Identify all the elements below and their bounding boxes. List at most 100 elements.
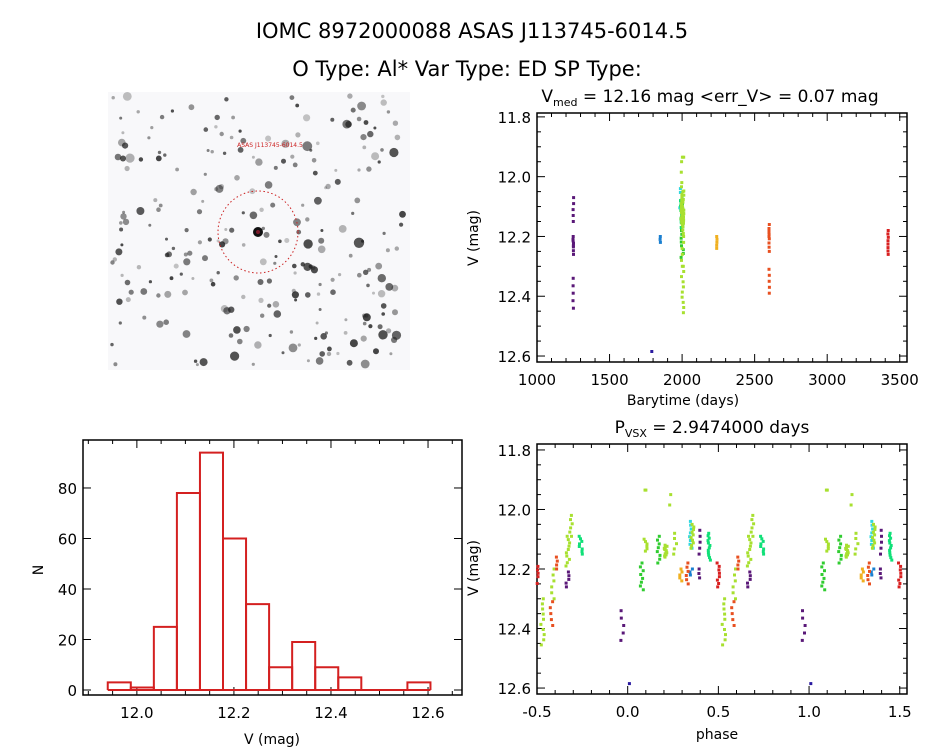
data-point: [564, 581, 568, 585]
star: [330, 117, 335, 122]
star-identifier-title: IOMC 8972000088 ASAS J113745-6014.5: [256, 19, 688, 43]
data-point: [870, 539, 874, 542]
star: [112, 257, 118, 262]
y-tick-label: 11.8: [498, 109, 531, 127]
star: [351, 211, 355, 215]
data-point: [678, 187, 682, 191]
star: [188, 104, 195, 111]
data-point: [569, 526, 573, 530]
star: [122, 210, 126, 214]
data-point: [736, 563, 740, 567]
data-point: [854, 531, 858, 535]
data-point: [732, 600, 736, 604]
star: [173, 263, 179, 269]
data-point: [679, 170, 683, 174]
star: [237, 147, 244, 153]
star: [319, 351, 326, 357]
star: [159, 114, 165, 120]
data-point: [658, 557, 662, 561]
histogram-bar: [268, 666, 294, 690]
data-point: [568, 541, 572, 545]
data-point: [723, 617, 727, 621]
histogram-bar: [106, 681, 132, 690]
data-point: [869, 570, 873, 574]
star: [219, 131, 224, 137]
data-point: [643, 488, 647, 492]
star: [316, 292, 321, 296]
data-point: [681, 220, 685, 223]
data-point: [750, 518, 754, 522]
star: [305, 217, 310, 222]
data-point: [571, 276, 575, 280]
star: [300, 262, 305, 267]
data-point: [746, 551, 750, 555]
data-point: [861, 579, 865, 583]
data-point: [859, 573, 863, 577]
data-point: [644, 540, 647, 544]
star: [197, 240, 202, 245]
star: [124, 279, 131, 286]
star: [273, 310, 282, 318]
star: [386, 328, 392, 334]
data-point: [541, 612, 545, 616]
data-point: [698, 540, 702, 544]
data-point: [551, 573, 555, 577]
phase-curve-ylabel: V (mag): [466, 540, 482, 596]
star: [210, 281, 216, 287]
data-point: [567, 544, 571, 548]
star: [240, 137, 247, 144]
star: [344, 318, 348, 322]
star: [191, 277, 195, 280]
data-point: [897, 561, 900, 565]
data-point: [706, 541, 710, 545]
data-point: [732, 624, 736, 627]
star: [249, 211, 258, 220]
star: [314, 336, 318, 340]
star: [266, 278, 272, 284]
data-point: [658, 235, 662, 238]
data-point: [803, 631, 806, 635]
data-point: [535, 582, 539, 585]
star: [295, 103, 300, 108]
x-tick-label: 2500: [736, 371, 774, 389]
star: [183, 252, 188, 257]
data-point: [746, 585, 750, 589]
x-tick-label: 1000: [518, 371, 556, 389]
data-point: [539, 622, 543, 626]
data-point: [680, 195, 684, 199]
data-point: [640, 561, 644, 565]
data-point: [723, 597, 727, 601]
data-point: [898, 568, 902, 572]
star: [202, 255, 208, 262]
data-point: [688, 539, 692, 542]
star: [336, 351, 340, 356]
data-point: [706, 539, 710, 543]
star: [187, 250, 193, 256]
star: [360, 134, 367, 141]
data-point: [748, 574, 752, 578]
star: [153, 198, 158, 203]
data-point: [871, 544, 875, 547]
data-point: [731, 585, 735, 589]
star: [301, 203, 305, 207]
data-point: [656, 538, 659, 542]
data-point: [767, 291, 771, 295]
star: [293, 271, 297, 275]
data-point: [572, 196, 576, 200]
data-point: [839, 534, 843, 538]
star: [142, 315, 147, 320]
star: [303, 114, 311, 122]
data-point: [564, 585, 568, 589]
data-point: [839, 553, 843, 557]
star: [124, 165, 130, 172]
x-tick-label: 12.6: [411, 704, 444, 722]
data-point: [845, 543, 848, 547]
data-point: [571, 243, 575, 247]
data-point: [736, 555, 740, 559]
data-point: [870, 519, 874, 523]
data-point: [759, 534, 763, 538]
data-point: [889, 546, 893, 550]
data-point: [681, 232, 685, 235]
star: [215, 184, 224, 193]
star: [326, 351, 332, 357]
